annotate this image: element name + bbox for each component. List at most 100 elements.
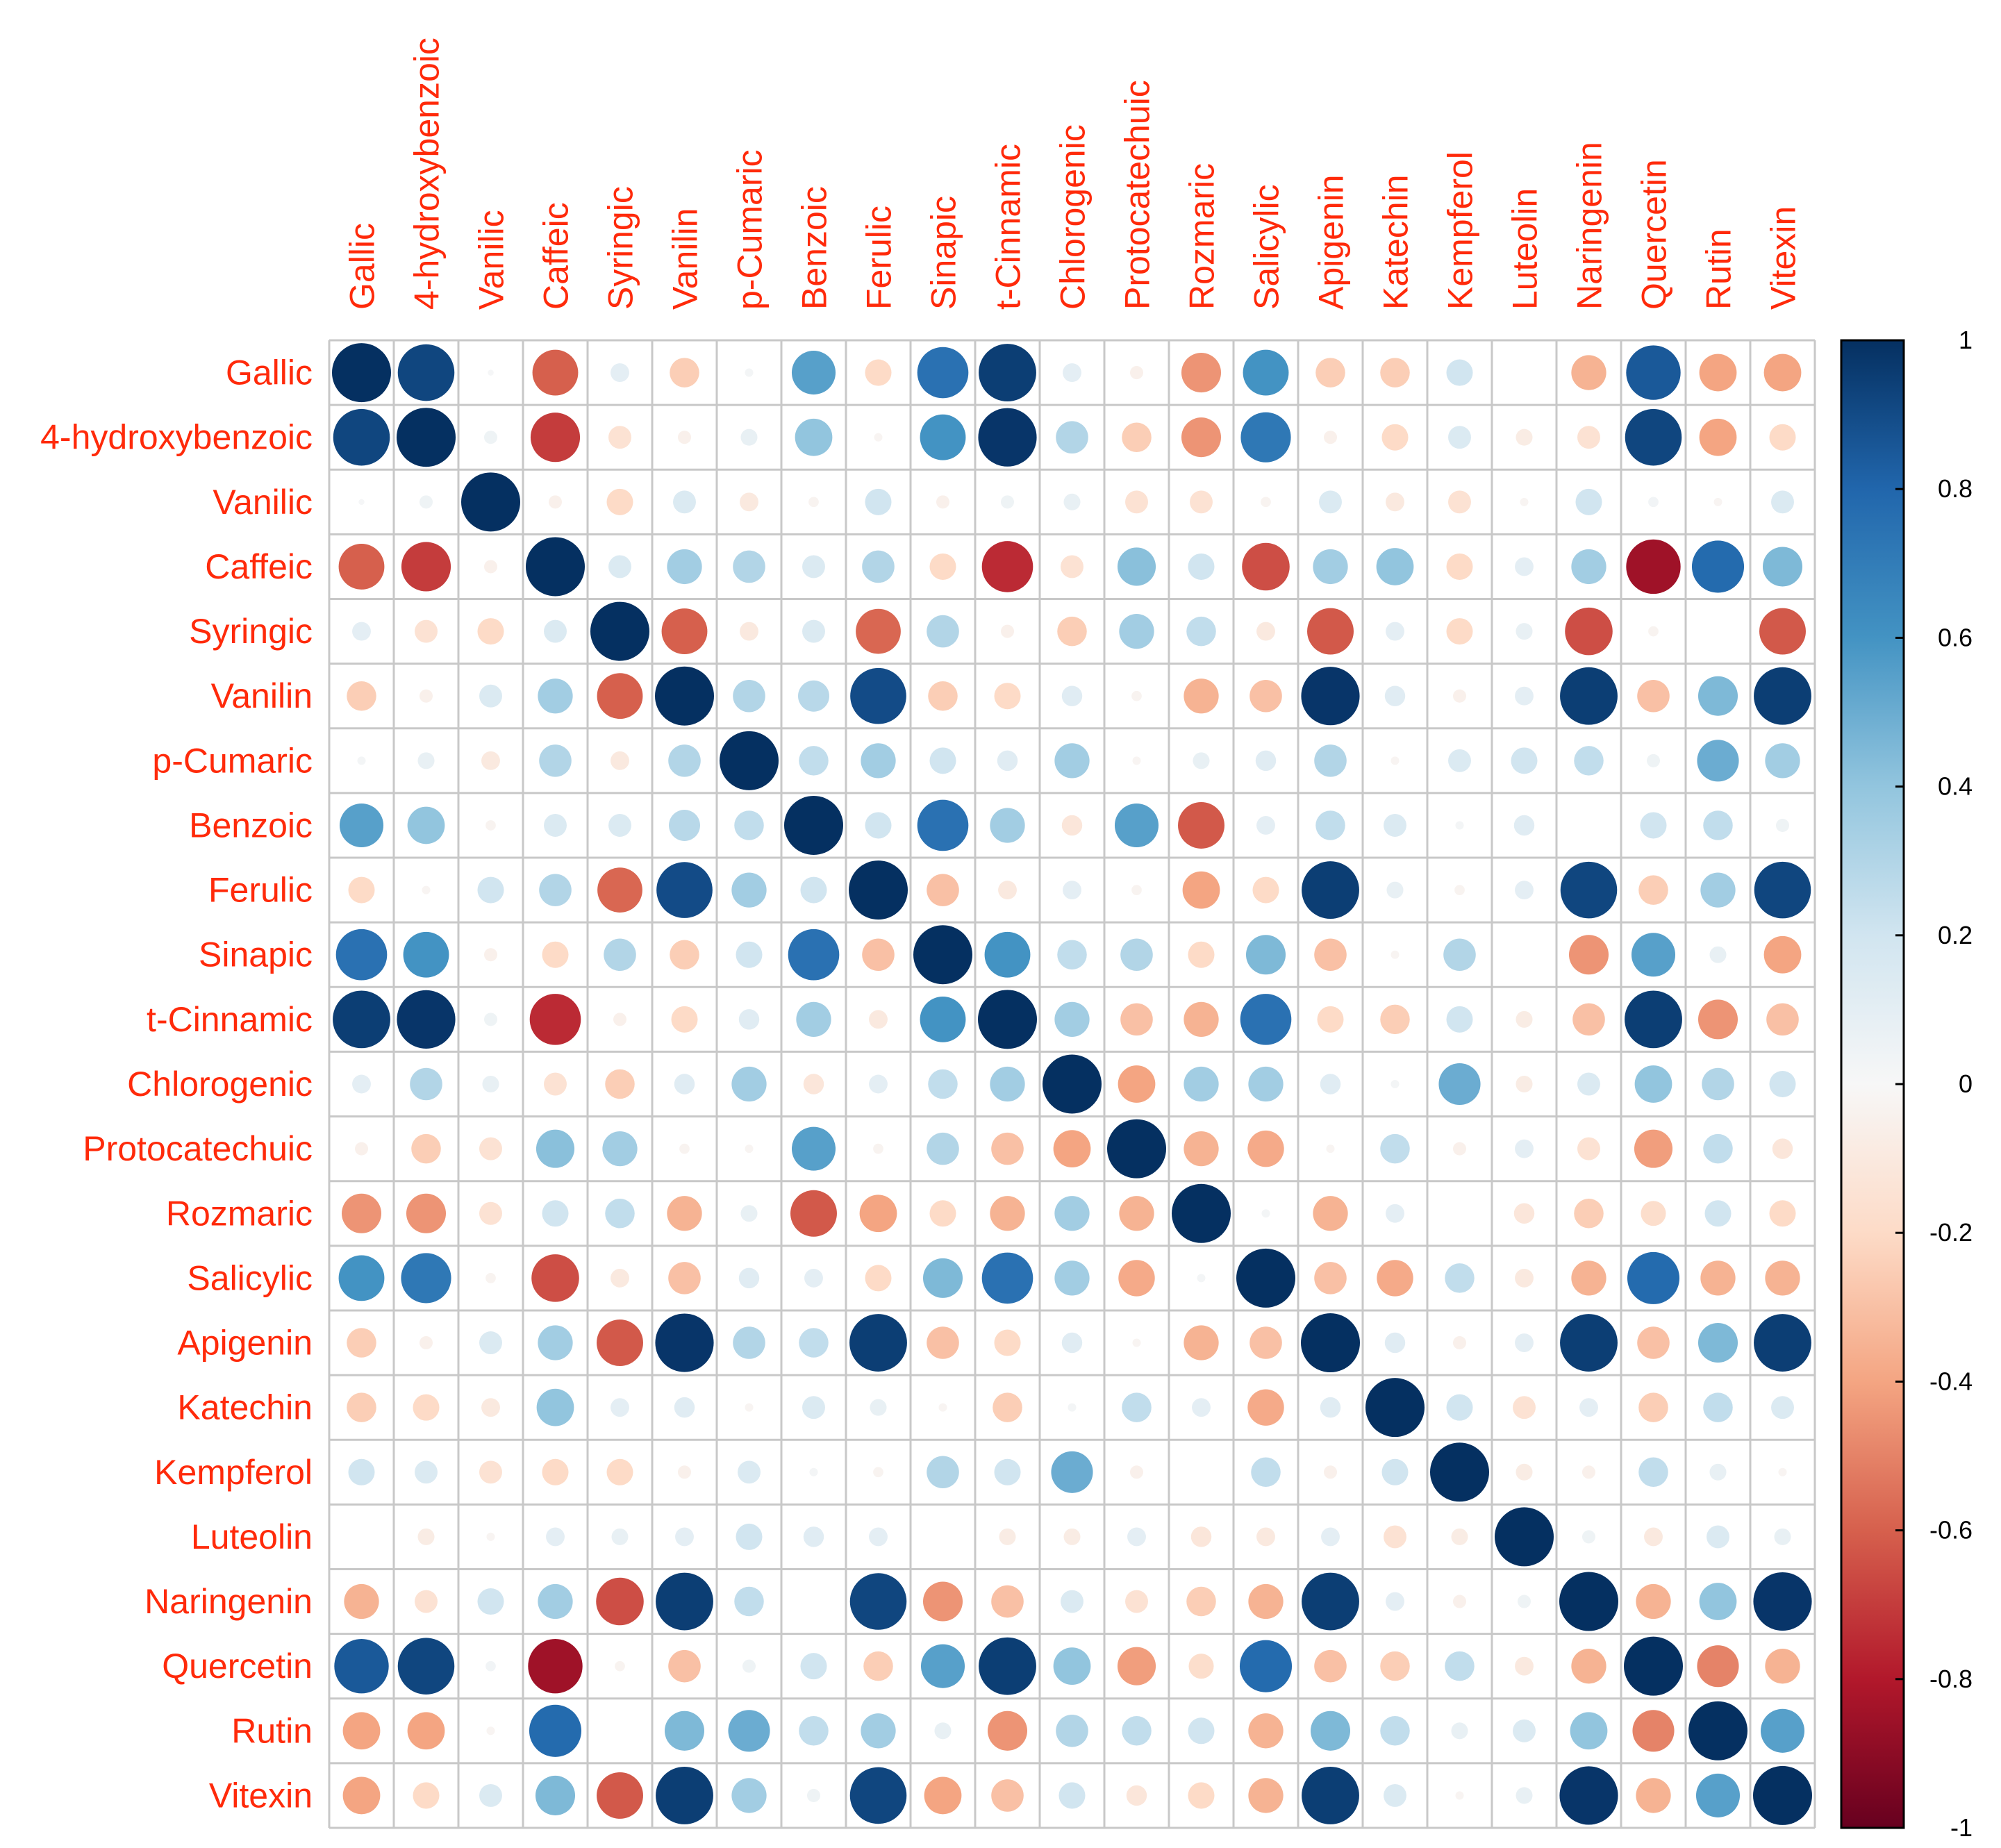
corr-circle-Protocatechuic-Caffeic (535, 1129, 575, 1168)
row-label: t-Cinnamic (147, 1000, 313, 1039)
corr-circle-Salicylic-Quercetin (1627, 1251, 1680, 1304)
corr-circle-Benzoic-p-Cumaric (734, 810, 764, 840)
corr-circle-Benzoic-t-Cinnamic (990, 808, 1025, 843)
colorbar-tick-label: 0 (1959, 1069, 1973, 1098)
corr-circle-Vitexin-Salicylic (1248, 1778, 1284, 1813)
corr-circle-Gallic-Katechin (1380, 358, 1410, 388)
corr-circle-Vitexin-p-Cumaric (731, 1778, 767, 1813)
corr-circle-t-Cinnamic-Kempferol (1446, 1006, 1473, 1033)
corr-circle-Chlorogenic-Luteolin (1516, 1075, 1533, 1093)
corr-circle-Vanilic-Protocatechuic (1125, 490, 1148, 514)
column-label: Protocatechuic (1118, 80, 1157, 310)
corr-circle-Apigenin-Vanilin (655, 1313, 714, 1372)
corr-circle-t-Cinnamic-Caffeic (529, 994, 581, 1045)
corr-circle-Sinapic-Gallic (335, 929, 388, 981)
corr-circle-Apigenin-Chlorogenic (1061, 1332, 1083, 1354)
corr-circle-Kempferol-4-hydroxybenzoic (415, 1460, 438, 1484)
corr-circle-Kempferol-Vitexin (1778, 1467, 1787, 1476)
corr-circle-Rozmaric-Vanilin (667, 1196, 702, 1231)
corr-circle-t-Cinnamic-Rozmaric (1184, 1001, 1219, 1038)
corr-circle-Gallic-Rutin (1699, 353, 1737, 392)
corr-circle-Quercetin-Rutin (1697, 1645, 1739, 1688)
corr-circle-p-Cumaric-Caffeic (539, 744, 572, 777)
corr-circle-t-Cinnamic-Katechin (1380, 1004, 1410, 1035)
corr-circle-Ferulic-Rutin (1700, 872, 1736, 908)
column-label: t-Cinnamic (989, 144, 1028, 310)
corr-circle-Quercetin-Gallic (334, 1638, 389, 1694)
corr-circle-Gallic-Salicylic (1243, 349, 1289, 396)
corr-circle-Vanilic-t-Cinnamic (1000, 495, 1015, 509)
corr-circle-Luteolin-Protocatechuic (1127, 1527, 1146, 1547)
row-label: Naringenin (144, 1582, 313, 1621)
corr-circle-Protocatechuic-4-hydroxybenzoic (411, 1133, 441, 1164)
corr-circle-Luteolin-Vitexin (1774, 1528, 1791, 1545)
corr-circle-Syringic-Naringenin (1565, 607, 1613, 656)
corr-circle-Vanilin-Protocatechuic (1131, 690, 1142, 701)
corr-circle-Quercetin-Naringenin (1571, 1649, 1606, 1684)
corr-circle-Syringic-Benzoic (802, 619, 825, 643)
corr-circle-Benzoic-Caffeic (544, 814, 567, 837)
corr-circle-Benzoic-Luteolin (1513, 815, 1535, 836)
corr-circle-Quercetin-Vanilin (668, 1649, 701, 1683)
corr-circle-Sinapic-p-Cumaric (736, 941, 763, 968)
corr-circle-4-hydroxybenzoic-Salicylic (1240, 412, 1291, 463)
corr-circle-Naringenin-Apigenin (1302, 1572, 1359, 1631)
corr-circle-Caffeic-Vanilic (483, 560, 498, 574)
row-labels: Gallic 4-hydroxybenzoic Vanilic Caffeic Syri… (40, 353, 313, 1815)
corr-circle-p-Cumaric-Katechin (1390, 756, 1400, 765)
corr-circle-Katechin-p-Cumaric (745, 1403, 754, 1412)
corr-circle-Benzoic-Apigenin (1315, 810, 1345, 840)
corr-circle-Caffeic-Rozmaric (1188, 553, 1215, 580)
row-label: Syringic (189, 612, 313, 651)
corr-circle-Protocatechuic-Ferulic (873, 1143, 883, 1154)
corr-circle-Rozmaric-Protocatechuic (1119, 1196, 1154, 1231)
corr-circle-Ferulic-Syringic (597, 867, 642, 913)
corr-circle-Chlorogenic-t-Cinnamic (990, 1066, 1025, 1102)
corr-circle-Naringenin-t-Cinnamic (991, 1585, 1024, 1618)
corr-circle-p-Cumaric-Quercetin (1646, 754, 1661, 767)
corr-circle-Katechin-Syringic (611, 1398, 629, 1417)
corr-circle-Vanilic-Katechin (1386, 492, 1404, 512)
corr-circle-Chlorogenic-Sinapic (928, 1069, 958, 1099)
corr-circle-Salicylic-Sinapic (922, 1258, 963, 1298)
corr-circle-Syringic-Syringic (590, 601, 649, 661)
corr-circle-Naringenin-Ferulic (849, 1573, 907, 1630)
corr-circle-Caffeic-Naringenin (1571, 549, 1606, 585)
corr-circle-Benzoic-Salicylic (1256, 816, 1275, 835)
column-label: Apigenin (1312, 174, 1351, 310)
corr-circle-Sinapic-Protocatechuic (1120, 938, 1153, 972)
column-label: Salicylic (1247, 184, 1286, 310)
corr-circle-Luteolin-Ferulic (869, 1527, 888, 1547)
corr-circle-Quercetin-Syringic (615, 1660, 625, 1672)
corr-circle-Sinapic-Benzoic (788, 929, 840, 981)
corr-circle-Syringic-Chlorogenic (1057, 616, 1087, 647)
corr-circle-Naringenin-Kempferol (1452, 1595, 1467, 1608)
corr-circle-Sinapic-Salicylic (1245, 935, 1286, 975)
corr-circle-Syringic-Salicylic (1256, 622, 1275, 641)
corr-circle-Quercetin-Quercetin (1624, 1636, 1683, 1696)
colorbar-tick-label: -0.4 (1929, 1367, 1973, 1395)
corr-circle-Rozmaric-Syringic (605, 1199, 635, 1229)
corr-circle-Ferulic-Salicylic (1252, 876, 1279, 904)
corr-circle-Katechin-t-Cinnamic (993, 1392, 1022, 1422)
row-label: Sinapic (199, 935, 313, 974)
colorbar-tick-label: 1 (1959, 326, 1973, 354)
corr-circle-Sinapic-Caffeic (542, 941, 569, 968)
corr-circle-p-Cumaric-p-Cumaric (720, 731, 779, 790)
row-label: Vanilin (211, 676, 313, 715)
column-label: p-Cumaric (731, 149, 770, 310)
corr-circle-Kempferol-Luteolin (1516, 1463, 1533, 1481)
corr-circle-Sinapic-Chlorogenic (1057, 940, 1087, 969)
corr-circle-Kempferol-Ferulic (873, 1467, 883, 1478)
corr-circle-Katechin-Gallic (347, 1392, 376, 1422)
colorbar-tick-label: -0.2 (1929, 1218, 1973, 1247)
corr-circle-4-hydroxybenzoic-Naringenin (1577, 426, 1600, 449)
corr-circle-Naringenin-Katechin (1386, 1592, 1404, 1611)
corr-circle-p-Cumaric-Gallic (357, 756, 366, 765)
corr-circle-Quercetin-p-Cumaric (742, 1659, 756, 1673)
colorbar-tick-label: 0.6 (1938, 623, 1973, 651)
corr-circle-Luteolin-Salicylic (1256, 1527, 1275, 1547)
row-label: Vitexin (209, 1776, 313, 1815)
corr-circle-Vanilin-Syringic (597, 673, 643, 719)
corr-circle-4-hydroxybenzoic-Rozmaric (1181, 417, 1222, 458)
